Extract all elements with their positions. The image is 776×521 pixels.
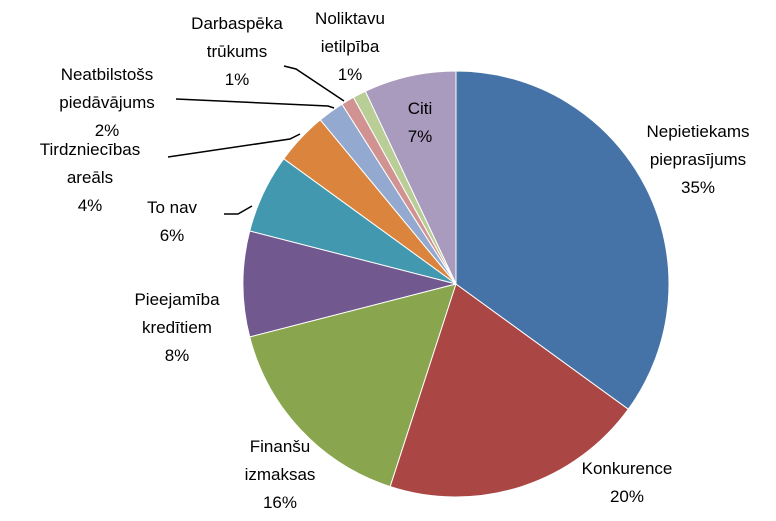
leader-line xyxy=(167,133,301,158)
value-label: 1% xyxy=(337,65,363,84)
category-label: Noliktavu ietilpība xyxy=(315,9,385,56)
category-label: To nav xyxy=(146,198,198,217)
data-label: Citi 7% xyxy=(408,95,433,151)
data-label: Pieejamība kredītiem 8% xyxy=(134,286,219,370)
value-label: 4% xyxy=(77,196,103,215)
value-label: 2% xyxy=(94,121,120,140)
value-label: 16% xyxy=(262,493,298,512)
leader-line xyxy=(224,205,253,215)
category-label: Citi xyxy=(407,99,433,118)
value-label: 7% xyxy=(407,127,433,146)
category-label: Konkurence xyxy=(581,459,673,478)
value-label: 6% xyxy=(159,226,185,245)
data-label: Finanšu izmaksas 16% xyxy=(245,433,316,517)
data-label: Neatbilstošs piedāvājums 2% xyxy=(59,61,154,145)
value-label: 8% xyxy=(164,346,190,365)
value-label: 1% xyxy=(224,70,250,89)
data-label: Nepietiekams pieprasījums 35% xyxy=(647,118,750,202)
category-label: Nepietiekams pieprasījums xyxy=(646,122,750,169)
category-label: Pieejamība kredītiem xyxy=(134,290,220,337)
data-label: To nav 6% xyxy=(147,194,197,250)
category-label: Finanšu izmaksas xyxy=(244,437,316,484)
pie-slice xyxy=(455,70,670,410)
data-label: Tirdzniecības areāls 4% xyxy=(40,136,140,220)
value-label: 20% xyxy=(609,487,645,506)
category-label: Neatbilstošs piedāvājums xyxy=(59,65,155,112)
pie-slice xyxy=(242,230,457,338)
leader-line xyxy=(283,65,345,102)
data-label: Konkurence 20% xyxy=(582,455,673,511)
category-label: Darbaspēka trūkums xyxy=(191,14,283,61)
pie-slice xyxy=(249,283,457,488)
data-label: Noliktavu ietilpība 1% xyxy=(315,5,385,89)
leader-line xyxy=(175,98,335,109)
value-label: 35% xyxy=(680,178,716,197)
category-label: Tirdzniecības areāls xyxy=(39,140,141,187)
pie-slice xyxy=(389,283,630,498)
data-label: Darbaspēka trūkums 1% xyxy=(191,10,283,94)
